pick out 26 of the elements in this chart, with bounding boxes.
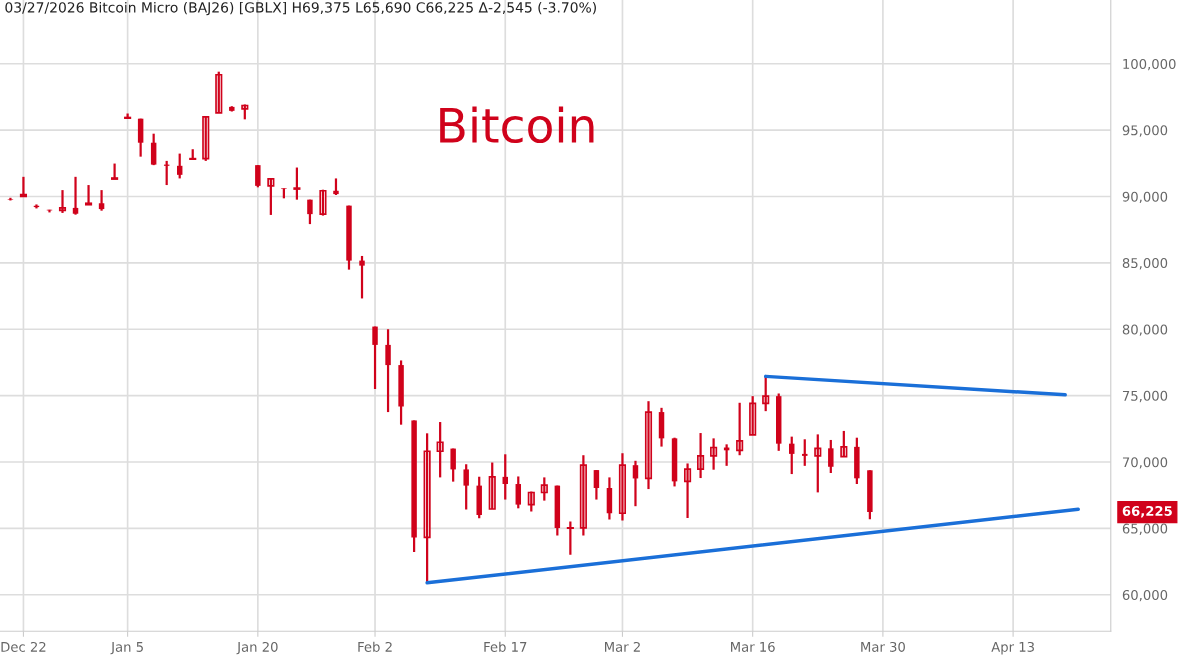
candlestick bbox=[293, 166, 301, 201]
candlestick bbox=[84, 183, 93, 206]
y-tick-label: 80,000 bbox=[1122, 324, 1168, 336]
x-tick-label: Jan 5 bbox=[110, 642, 143, 655]
y-tick-label: 70,000 bbox=[1122, 457, 1168, 469]
y-tick-label: 65,000 bbox=[1122, 523, 1168, 535]
y-tick-label: 75,000 bbox=[1122, 390, 1168, 403]
y-tick-label: 95,000 bbox=[1122, 125, 1168, 137]
x-tick-label: Feb 2 bbox=[358, 641, 392, 652]
candlestick bbox=[281, 187, 287, 200]
candlestick bbox=[189, 148, 197, 161]
candlestick bbox=[566, 520, 574, 556]
annotation: Bitcoin bbox=[440, 106, 594, 144]
y-tick-label: 100,000 bbox=[1123, 58, 1176, 71]
x-tick-label: Mar 2 bbox=[605, 641, 640, 652]
x-tick-label: Dec 22 bbox=[1, 641, 46, 652]
text: 66,225 bbox=[1122, 505, 1172, 518]
x-tick-label: Feb 17 bbox=[484, 641, 527, 652]
x-tick-label: Mar 16 bbox=[731, 641, 775, 652]
chart-title: 03/27/2026 Bitcoin Micro (BAJ26) [GBLX] H69,375 L65,690 C66,225 Δ-2,545 (-3.70%) bbox=[5, 1, 596, 16]
x-tick-label: Mar 30 bbox=[861, 641, 905, 652]
y-tick-label: 60,000 bbox=[1122, 589, 1168, 602]
y-tick-label: 85,000 bbox=[1122, 258, 1168, 270]
y-tick-label: 90,000 bbox=[1122, 191, 1168, 204]
x-tick-label: Jan 20 bbox=[236, 641, 278, 655]
x-tick-label: Apr 13 bbox=[991, 641, 1034, 655]
